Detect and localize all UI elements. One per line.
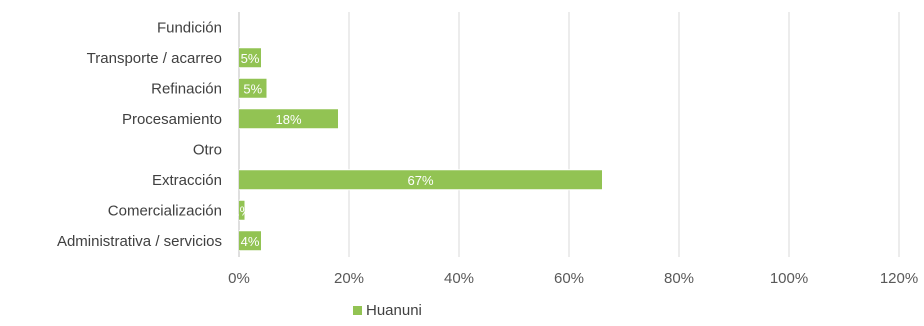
legend-swatch [353,306,362,315]
x-tick-label: 40% [444,270,474,287]
category-label: Refinación [151,80,222,97]
data-label: 18% [275,112,301,127]
data-label: 5% [241,51,260,66]
data-label: 67% [407,173,433,188]
x-tick-label: 80% [664,270,694,287]
x-tick-label: 0% [228,270,250,287]
data-label: 4% [241,234,260,249]
category-label: Extracción [152,172,222,189]
data-label: 1% [232,203,251,218]
bar [239,48,261,68]
bar [239,200,245,220]
bar [239,170,602,190]
category-label: Administrativa / servicios [57,233,222,250]
category-label: Procesamiento [122,111,222,128]
bar [239,109,338,129]
x-tick-label: 120% [880,270,918,287]
category-label: Transporte / acarreo [87,50,222,67]
legend-label: Huanuni [366,302,422,319]
bar [239,231,261,251]
data-label: 5% [243,81,262,96]
category-label: Fundición [157,19,222,36]
bar [239,78,267,98]
x-tick-label: 60% [554,270,584,287]
category-label: Comercialización [108,202,222,219]
x-tick-label: 100% [770,270,808,287]
category-label: Otro [193,141,222,158]
x-tick-label: 20% [334,270,364,287]
